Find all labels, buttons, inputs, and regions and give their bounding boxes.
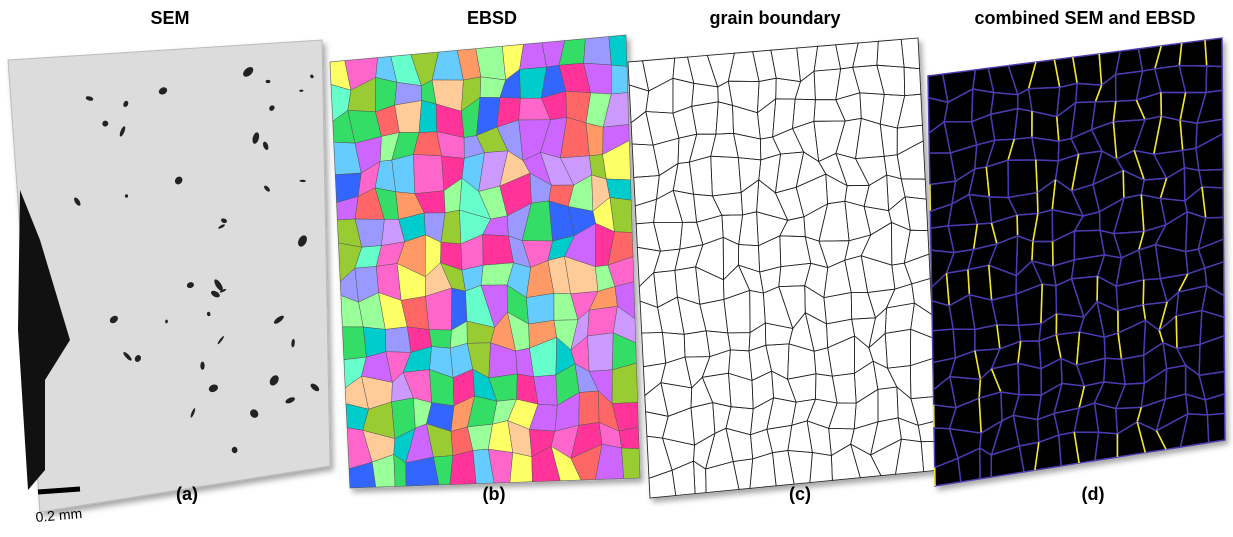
- grain: [609, 35, 627, 67]
- panel-label: (b): [483, 484, 506, 504]
- figure: SEM EBSD grain boundary combined SEM and…: [0, 0, 1233, 537]
- grain: [526, 293, 554, 324]
- grain: [342, 327, 366, 360]
- panel-title: grain boundary: [709, 8, 840, 28]
- panels: [8, 35, 1225, 512]
- grain: [584, 37, 612, 65]
- grain: [385, 327, 411, 353]
- pore: [200, 362, 204, 370]
- grain: [429, 330, 451, 349]
- panel-title: combined SEM and EBSD: [974, 8, 1195, 28]
- grain: [619, 427, 639, 449]
- grain: [395, 101, 422, 133]
- panel: [8, 40, 330, 512]
- grain: [510, 453, 533, 483]
- grain: [450, 451, 476, 485]
- panel-label: (c): [789, 484, 811, 504]
- grain: [392, 154, 415, 193]
- grain: [612, 363, 638, 403]
- panel-surface: [628, 38, 940, 498]
- crack: [1017, 215, 1018, 236]
- grain: [419, 101, 437, 133]
- panel-label: (a): [176, 484, 198, 504]
- grain: [413, 154, 444, 193]
- panel: [330, 35, 640, 488]
- scale-bar: [38, 489, 80, 492]
- crack: [1123, 170, 1124, 198]
- panel: [628, 38, 940, 498]
- panel-title: EBSD: [467, 8, 517, 28]
- crack: [1176, 316, 1177, 348]
- grain: [622, 448, 640, 479]
- grain: [588, 333, 614, 372]
- scale-bar-label: 0.2 mm: [35, 505, 83, 525]
- crack: [1037, 193, 1038, 214]
- grain: [579, 391, 599, 425]
- panel-surface: [8, 40, 330, 512]
- panel: [928, 38, 1225, 486]
- panel-title: SEM: [150, 8, 189, 28]
- grain: [611, 65, 628, 94]
- crack: [1032, 242, 1033, 262]
- grain: [588, 306, 618, 336]
- panel-label: (d): [1082, 484, 1105, 504]
- crack: [1143, 280, 1144, 305]
